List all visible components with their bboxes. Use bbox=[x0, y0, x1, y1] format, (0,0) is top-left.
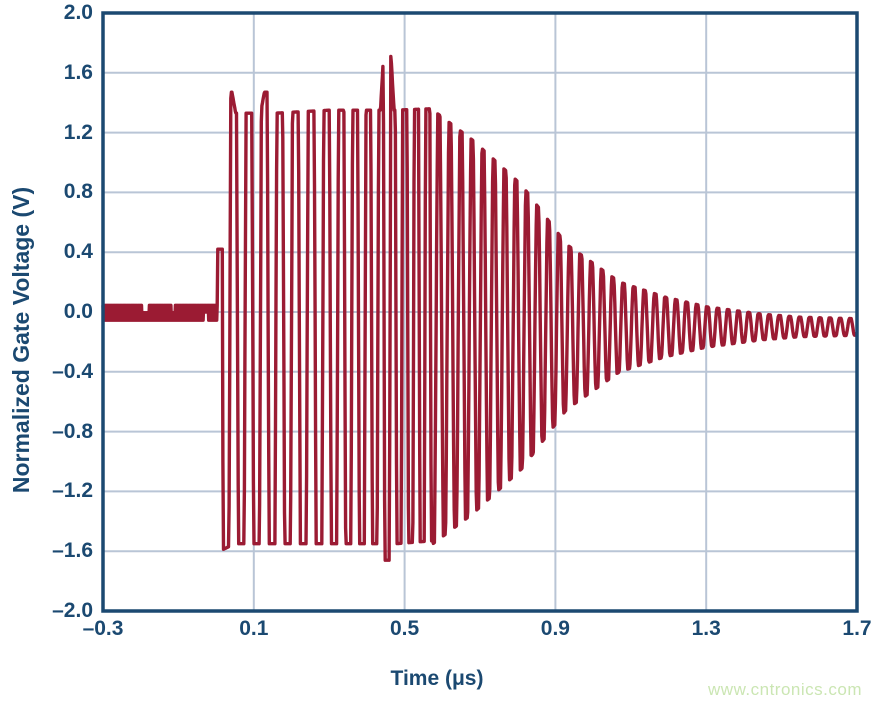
y-tick-label: 0.4 bbox=[63, 240, 93, 264]
y-tick-label: 1.6 bbox=[63, 60, 93, 84]
x-tick-label: 1.3 bbox=[691, 617, 721, 640]
y-tick-label: –1.6 bbox=[52, 539, 93, 563]
y-tick-label: 1.2 bbox=[63, 120, 93, 144]
x-axis-title: Time (μs) bbox=[390, 667, 484, 690]
y-tick-label: –0.8 bbox=[52, 419, 93, 443]
x-tick-label: 0.1 bbox=[239, 617, 269, 640]
y-tick-label: 0.8 bbox=[63, 180, 93, 204]
x-tick-label: –0.3 bbox=[82, 617, 124, 640]
x-tick-label: 0.9 bbox=[540, 617, 570, 640]
x-tick-label: 0.5 bbox=[389, 617, 420, 640]
y-tick-label: 0.0 bbox=[63, 300, 93, 323]
y-tick-label: 2.0 bbox=[63, 1, 93, 24]
waveform-trace bbox=[101, 54, 859, 562]
y-tick-label: –2.0 bbox=[52, 599, 93, 622]
y-tick-label: –1.2 bbox=[52, 479, 93, 503]
x-tick-label: 1.7 bbox=[842, 617, 872, 640]
y-axis-title: Normalized Gate Voltage (V) bbox=[8, 186, 34, 494]
y-tick-label: –0.4 bbox=[52, 359, 93, 383]
watermark: www.cntronics.com bbox=[708, 680, 862, 699]
plot-border bbox=[101, 11, 859, 613]
